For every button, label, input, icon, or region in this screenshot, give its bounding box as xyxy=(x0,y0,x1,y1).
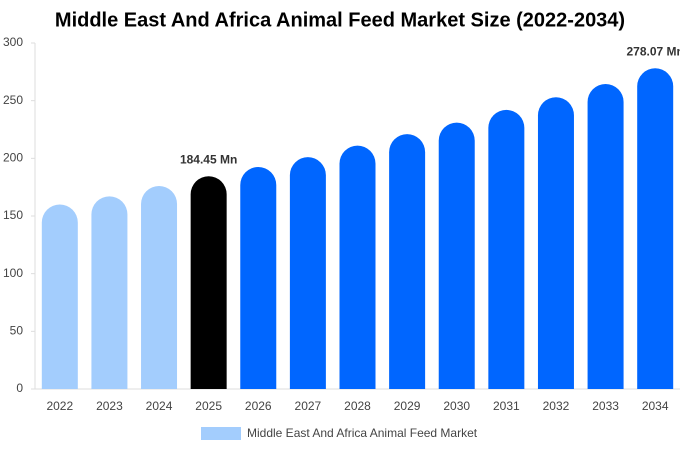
legend-label: Middle East And Africa Animal Feed Marke… xyxy=(247,426,478,440)
x-tick-label: 2024 xyxy=(146,399,173,413)
y-tick-label: 100 xyxy=(3,266,23,280)
bar xyxy=(389,134,426,389)
x-tick-label: 2028 xyxy=(344,399,371,413)
y-tick-label: 150 xyxy=(3,208,23,222)
x-tick-label: 2027 xyxy=(295,399,322,413)
bar xyxy=(41,204,78,389)
x-tick-label: 2034 xyxy=(642,399,669,413)
y-tick-label: 200 xyxy=(3,151,23,165)
x-tick-label: 2026 xyxy=(245,399,272,413)
chart-title: Middle East And Africa Animal Feed Marke… xyxy=(55,9,625,31)
x-tick-label: 2033 xyxy=(592,399,619,413)
bar xyxy=(190,176,227,389)
x-tick-label: 2032 xyxy=(543,399,570,413)
bar xyxy=(587,83,624,389)
value-label: 184.45 Mn xyxy=(180,152,237,166)
bar xyxy=(240,166,277,389)
bar xyxy=(91,196,128,389)
y-tick-label: 0 xyxy=(16,381,23,395)
x-tick-label: 2023 xyxy=(96,399,123,413)
bar xyxy=(438,122,475,389)
bar xyxy=(339,145,376,389)
x-tick-label: 2029 xyxy=(394,399,421,413)
bar xyxy=(488,109,525,390)
legend-swatch xyxy=(201,427,241,440)
bar xyxy=(289,157,326,389)
bar xyxy=(637,68,674,389)
value-label: 278.07 Mn xyxy=(627,44,680,58)
bar xyxy=(141,186,178,389)
x-tick-label: 2031 xyxy=(493,399,520,413)
y-tick-label: 300 xyxy=(3,35,23,49)
x-tick-label: 2022 xyxy=(46,399,73,413)
y-tick-label: 50 xyxy=(10,324,24,338)
x-tick-label: 2025 xyxy=(195,399,222,413)
x-tick-label: 2030 xyxy=(443,399,470,413)
bar xyxy=(537,97,574,389)
y-tick-label: 250 xyxy=(3,93,23,107)
